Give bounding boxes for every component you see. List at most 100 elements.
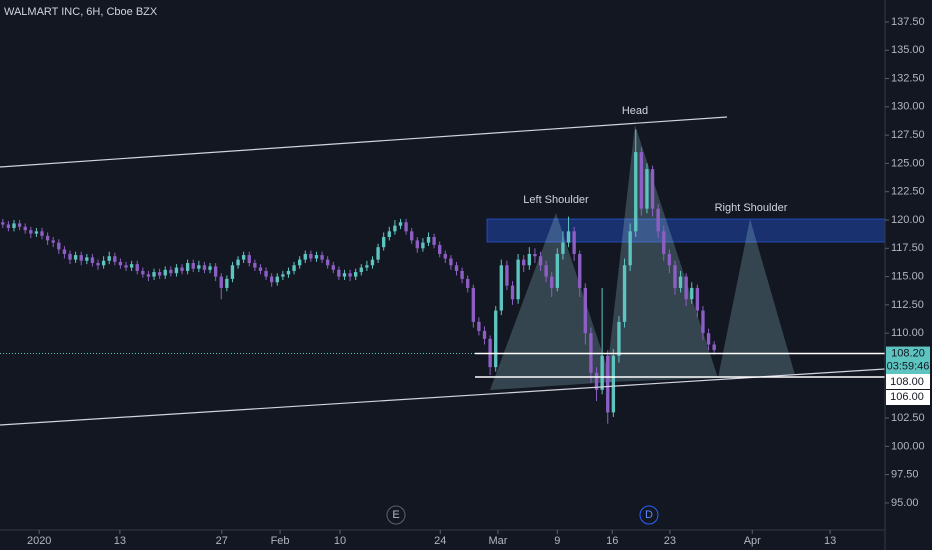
candle-body [320, 255, 324, 260]
x-tick-label: 2020 [27, 535, 51, 547]
candle-body [466, 278, 470, 288]
candle-body [303, 253, 307, 260]
y-tick-label: 122.50 [891, 186, 925, 198]
candle-body [527, 253, 531, 266]
candle-body [174, 267, 179, 274]
candle-body [432, 236, 436, 245]
y-tick-label: 97.50 [891, 469, 919, 481]
lower-trendline [0, 368, 886, 426]
candle-body [382, 236, 386, 248]
y-tick-label: 130.00 [891, 101, 925, 113]
candle-body [225, 278, 229, 288]
candle-body [606, 355, 610, 413]
candle-body [695, 287, 700, 311]
candle-body [73, 255, 78, 260]
axis-layer: 137.50 135.00 132.50 130.00 127.50 125.00 122.… [27, 16, 930, 547]
candle-body [387, 231, 391, 237]
time-axis-bg [0, 530, 932, 550]
candle-body [281, 274, 285, 277]
y-tick-label: 120.00 [891, 214, 925, 226]
candle-body [505, 265, 509, 286]
candle-body [561, 242, 565, 254]
candle-body [169, 269, 173, 274]
candle-body [634, 152, 638, 232]
candle-body [656, 208, 660, 232]
candle-body [258, 267, 263, 271]
y-tick-label: 117.50 [891, 242, 924, 254]
candle-body [673, 265, 677, 288]
y-tick-label: 102.50 [891, 412, 925, 424]
candle-body [29, 230, 33, 234]
line-label: 106.00 [890, 391, 924, 403]
candle-body [415, 240, 419, 249]
event-label: E [392, 509, 399, 521]
candle-body [297, 259, 302, 266]
candle-body [421, 242, 425, 249]
candle-body [645, 169, 649, 209]
candle-body [157, 272, 162, 276]
candle-body [325, 259, 330, 266]
candle-body [594, 372, 599, 390]
candle-body [264, 270, 268, 277]
candle-body [555, 253, 560, 288]
candle-body [146, 274, 151, 277]
candle-body [650, 169, 655, 209]
x-tick-label: 13 [824, 535, 836, 547]
candle-body [23, 226, 27, 231]
candle-body [365, 265, 369, 268]
candle-body [516, 259, 520, 300]
x-tick-label: 23 [664, 535, 676, 547]
x-tick-label: 10 [334, 535, 346, 547]
candle-body [286, 270, 291, 275]
candle-body [678, 276, 683, 288]
line-label-box [886, 390, 930, 405]
y-tick-label: 110.00 [891, 327, 924, 339]
x-tick-label: Feb [271, 535, 290, 547]
y-tick-label: 127.50 [891, 129, 925, 141]
candle-body [449, 258, 453, 266]
candle-body [482, 330, 487, 339]
candle-body [550, 276, 554, 288]
candle-body [213, 266, 218, 277]
candle-body [544, 265, 548, 277]
candle-body [410, 231, 414, 241]
x-tick-label: 27 [216, 535, 228, 547]
candle-body [113, 256, 117, 262]
annotation: Left Shoulder [523, 194, 589, 206]
candle-body [628, 231, 632, 266]
candle-body [583, 287, 588, 334]
candle-body [393, 225, 397, 232]
candle-body [622, 265, 627, 322]
x-tick-label: 24 [434, 535, 446, 547]
x-tick-label: 13 [114, 535, 126, 547]
chart-title: WALMART INC, 6H, Cboe BZX [4, 6, 158, 18]
candle-body [12, 223, 16, 228]
event-marker[interactable] [386, 505, 406, 525]
candle-body [247, 255, 251, 264]
candle-body [241, 255, 246, 260]
x-tick-label: 16 [606, 535, 618, 547]
candle-body [572, 231, 576, 254]
countdown: 03:59:46 [887, 360, 930, 372]
left-shoulder-shape [490, 213, 612, 390]
candle-body [292, 265, 296, 271]
line-label-box [886, 374, 930, 389]
candle-body [337, 269, 341, 277]
candle-body [51, 240, 55, 243]
event-marker[interactable] [639, 505, 659, 525]
upper-trendline [0, 116, 728, 168]
candle-body [185, 263, 190, 271]
candle-body [85, 257, 89, 261]
candle-body [40, 231, 44, 236]
candle-body [359, 267, 363, 273]
candle-body [471, 287, 475, 322]
candle-body [236, 259, 240, 266]
candle-body [219, 276, 223, 288]
y-tick-label: 125.00 [891, 157, 925, 169]
candle-body [706, 333, 711, 345]
annotation: Right Shoulder [715, 202, 788, 214]
y-tick-label: 112.50 [891, 299, 924, 311]
y-tick-label: 95.00 [891, 497, 919, 509]
y-tick-label: 132.50 [891, 72, 925, 84]
